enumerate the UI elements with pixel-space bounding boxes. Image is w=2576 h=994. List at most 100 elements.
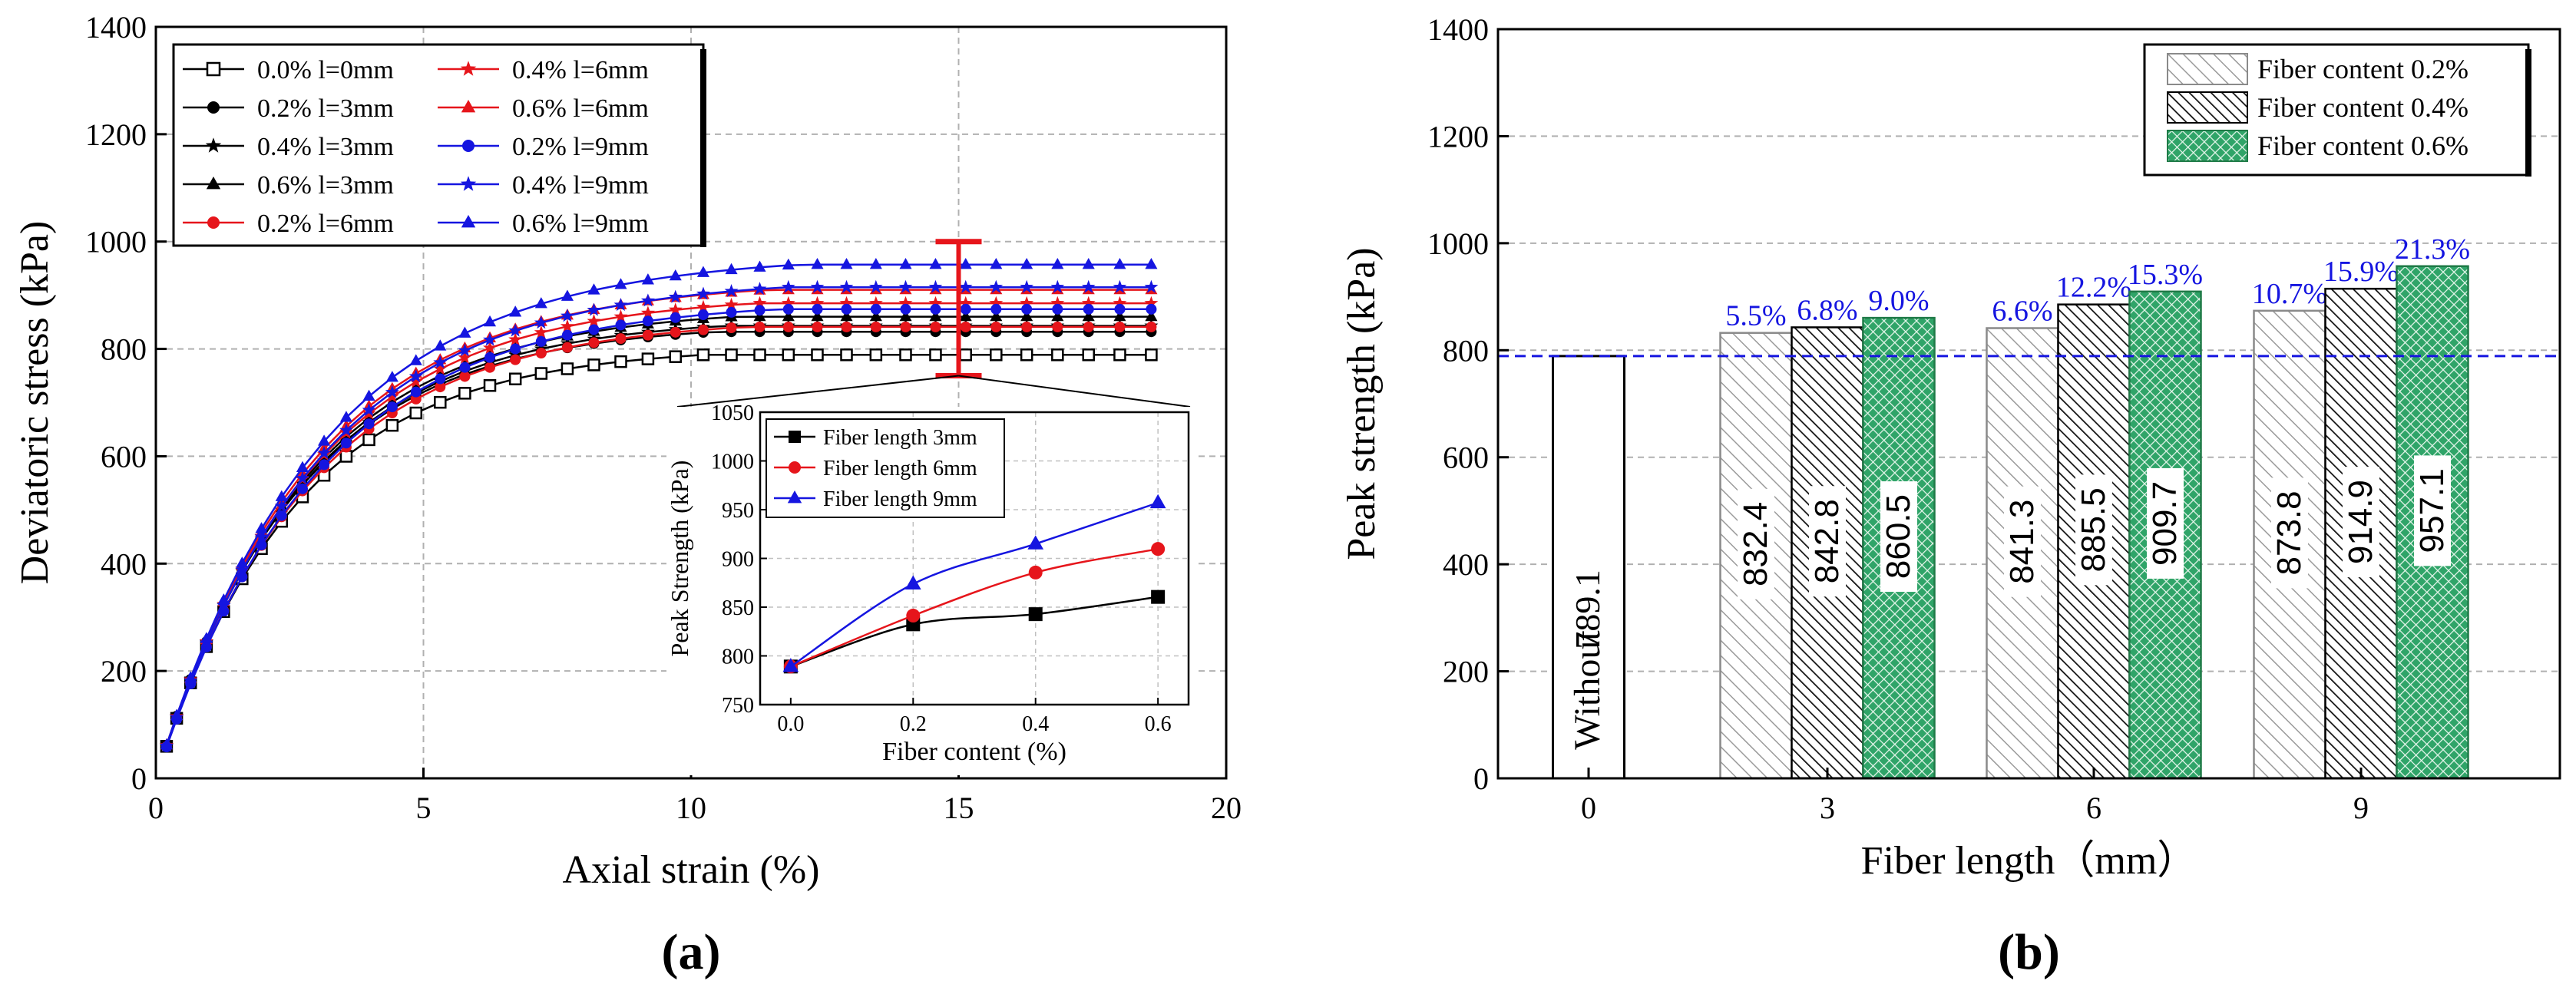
data-point: [870, 321, 881, 332]
data-point: [534, 367, 548, 380]
bar-value-label: 914.9: [2342, 480, 2379, 564]
data-point: [959, 348, 972, 362]
y-tick-label: 750: [722, 694, 754, 718]
panel-label: (a): [662, 924, 721, 980]
data-point: [1052, 303, 1063, 315]
data-point: [1081, 279, 1096, 293]
data-point: [753, 348, 766, 362]
data-point: [170, 708, 184, 720]
bar-value-label-bg: [2075, 474, 2112, 586]
bar-value-label-bg: [1880, 481, 1917, 593]
data-point: [560, 319, 574, 332]
data-point: [410, 386, 422, 398]
x-tick-label: 5: [416, 791, 432, 825]
data-point: [782, 309, 795, 322]
data-point: [990, 321, 1002, 332]
x-tick-label: 20: [1211, 791, 1242, 825]
y-tick-label: 1400: [85, 10, 147, 45]
bar-category-label: Without: [1567, 630, 1608, 750]
legend-item-label: Fiber length 3mm: [823, 426, 977, 450]
data-point: [810, 296, 825, 309]
data-point: [840, 348, 853, 362]
data-point: [870, 303, 881, 315]
data-point: [483, 315, 497, 327]
data-point: [696, 266, 710, 277]
data-point: [484, 362, 496, 373]
bar-value-label: 885.5: [2075, 487, 2112, 572]
y-tick-label: 1050: [711, 401, 754, 425]
data-point: [385, 418, 399, 432]
legend-marker: [206, 61, 221, 77]
data-point: [754, 305, 766, 316]
data-point: [811, 309, 824, 322]
data-point: [752, 282, 767, 296]
legend-item-label: 0.6% l=3mm: [257, 171, 394, 200]
data-point: [725, 348, 738, 362]
legend-item-label: Fiber content 0.2%: [2257, 54, 2469, 84]
data-point: [459, 362, 471, 373]
bar-increase-label: 6.8%: [1797, 294, 1857, 326]
data-point: [1145, 348, 1158, 362]
inset-chart: 750 800 850 900 950 1000 1050 0.0 0.2 0.4 0.6 Fiber…: [666, 401, 1196, 775]
data-point: [989, 296, 1004, 309]
legend-item-label: 0.4% l=9mm: [512, 171, 649, 200]
data-point: [869, 258, 882, 269]
legend-marker: [460, 176, 477, 191]
data-point: [958, 296, 973, 309]
data-point: [869, 348, 883, 362]
data-point: [904, 575, 921, 589]
bar-value-label: 789.1: [1568, 570, 1607, 649]
data-point: [362, 403, 376, 417]
legend-marker: [207, 216, 220, 229]
data-point: [534, 297, 547, 309]
legend-item-label: 0.0% l=0mm: [257, 56, 394, 84]
data-point: [587, 302, 601, 316]
legend: Fiber content 0.2% Fiber content 0.4% Fibe…: [2143, 43, 2531, 177]
data-point: [236, 556, 249, 568]
bar-increase-label: 9.0%: [1868, 285, 1929, 317]
data-point: [614, 278, 627, 289]
data-point: [696, 348, 710, 362]
data-point: [1146, 321, 1157, 332]
y-tick-label: 1400: [1427, 12, 1489, 47]
data-point: [409, 406, 423, 420]
data-point: [840, 309, 853, 322]
data-point: [184, 671, 197, 682]
data-point: [726, 322, 737, 334]
data-point: [641, 273, 654, 285]
legend-item-label: 0.2% l=3mm: [257, 94, 394, 123]
bar-value-label-bg: [2004, 486, 2041, 597]
data-point: [929, 348, 942, 362]
data-point: [640, 293, 655, 307]
data-point: [561, 329, 573, 341]
data-point: [782, 321, 794, 332]
data-point: [1020, 309, 1033, 322]
legend-swatch: [2167, 53, 2248, 85]
data-point: [386, 401, 398, 413]
bar-value-label: 860.5: [1880, 494, 1917, 579]
data-point: [670, 326, 681, 338]
data-point: [641, 352, 655, 365]
data-point: [1052, 321, 1063, 332]
data-point: [339, 411, 352, 422]
legend-marker: [461, 215, 476, 228]
data-point: [434, 395, 447, 409]
y-tick-label: 1000: [85, 225, 147, 259]
legend-item-label: Fiber length 9mm: [823, 487, 977, 511]
data-point: [725, 263, 738, 275]
series-line: [165, 325, 1152, 746]
legend-marker: [206, 177, 221, 190]
y-axis-label: Peak strength (kPa): [1340, 247, 1384, 560]
y-tick-label: 900: [722, 548, 754, 572]
data-point: [561, 362, 574, 375]
data-point: [561, 342, 573, 353]
bar-value-label: 832.4: [1737, 502, 1774, 586]
data-point: [459, 371, 471, 382]
y-tick-label: 200: [1443, 655, 1489, 689]
bar-value-label: 957.1: [2413, 468, 2451, 553]
data-point: [1082, 309, 1095, 322]
x-tick-label: 0.4: [1022, 712, 1049, 736]
data-point: [899, 309, 912, 322]
data-point: [868, 296, 883, 309]
